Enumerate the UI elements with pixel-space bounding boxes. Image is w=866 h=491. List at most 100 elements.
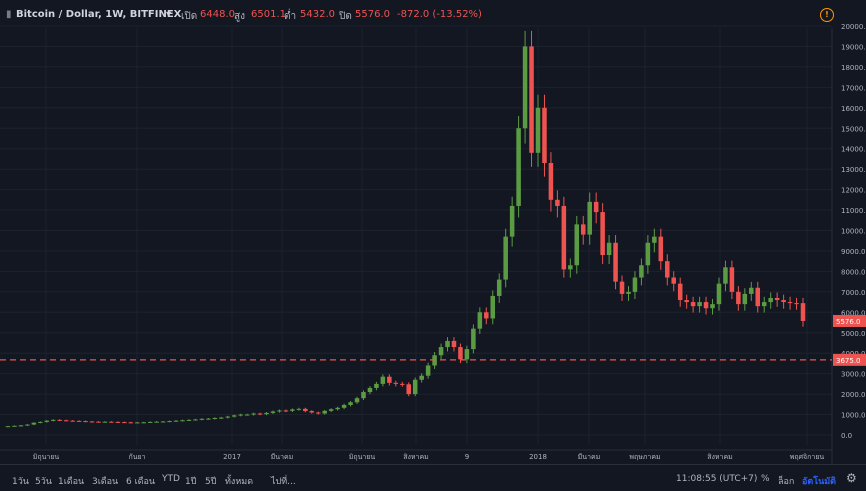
candle-body (38, 421, 43, 423)
candle-body (710, 304, 715, 309)
range-5d-button[interactable]: 5วัน (35, 477, 52, 487)
candle-body (555, 199, 560, 206)
candle-body (257, 413, 263, 415)
candle-body (96, 421, 101, 423)
percent-toggle[interactable]: % (761, 474, 770, 484)
candle-body (18, 425, 24, 427)
candle-body (206, 418, 211, 420)
candle-body (781, 300, 786, 303)
current-price-label: 5576.0 (836, 318, 861, 326)
candle-body (619, 281, 625, 294)
candle-body (277, 410, 282, 412)
x-tick-label: มิถุนายน (349, 453, 376, 461)
y-tick-label: 3000.0 (841, 371, 866, 379)
range-6m-button[interactable]: 6 เดือน (126, 477, 156, 487)
candle-body (303, 408, 308, 412)
candle-body (283, 410, 289, 412)
candle-body (238, 414, 243, 416)
candle-body (522, 46, 528, 129)
candle-body (212, 418, 218, 420)
chart-menu-icon[interactable]: ▮ (6, 9, 12, 20)
range-1d-button[interactable]: 1วัน (12, 477, 29, 487)
candle-body (703, 302, 709, 309)
candle-body (736, 291, 741, 305)
x-tick-label: 2018 (529, 453, 547, 461)
candle-body (645, 242, 651, 266)
candle-body (496, 279, 502, 296)
candle-body (44, 420, 50, 422)
y-tick-label: 1000.0 (841, 412, 866, 420)
open-label: เปิด (181, 11, 198, 22)
candle-body (774, 297, 780, 301)
candle-body (180, 420, 185, 422)
candle-body (5, 426, 11, 428)
candle-body (690, 302, 696, 307)
candle-body (328, 409, 334, 411)
candle-body (742, 293, 748, 305)
range-3m-button[interactable]: 3เดือน (92, 477, 119, 487)
candle-body (380, 376, 386, 384)
bottom-toolbar: 1วัน 5วัน 1เดือน 3เดือน 6 เดือน YTD 1ปี … (0, 464, 866, 491)
candle-body (50, 419, 56, 421)
symbol-dropdown-icon[interactable]: ▾ (166, 9, 172, 20)
candle-body (529, 46, 534, 153)
candle-body (600, 212, 605, 256)
candle-body (749, 287, 754, 294)
warning-icon[interactable]: ! (820, 8, 834, 22)
candle-body (270, 411, 276, 413)
candle-body (167, 421, 172, 423)
range-all-button[interactable]: ทั้งหมด (225, 477, 254, 487)
candle-body (606, 242, 612, 256)
x-tick-label: มีนาคม (271, 453, 294, 461)
settings-gear-icon[interactable]: ⚙ (846, 471, 857, 485)
candle-body (580, 224, 586, 235)
y-tick-label: 7000.0 (841, 289, 866, 297)
x-tick-label: พฤษภาคม (629, 453, 660, 461)
candle-body (548, 163, 554, 200)
candle-body (335, 407, 340, 410)
candle-body (484, 312, 489, 319)
goto-date-button[interactable]: ไปที่... (271, 477, 296, 487)
candle-body (393, 382, 399, 384)
candle-body (251, 413, 256, 415)
log-toggle[interactable]: ล็อก (778, 477, 795, 487)
candle-body (697, 302, 702, 307)
price-chart[interactable]: 0.01000.02000.03000.04000.05000.06000.07… (0, 0, 866, 464)
symbol-title[interactable]: Bitcoin / Dollar, 1W, BITFINEX (16, 9, 182, 20)
x-tick-label: มีนาคม (578, 453, 601, 461)
candle-body (219, 417, 224, 419)
range-5y-button[interactable]: 5ปี (205, 477, 217, 487)
y-tick-label: 9000.0 (841, 248, 866, 256)
y-tick-label: 20000.0 (841, 23, 866, 31)
range-1m-button[interactable]: 1เดือน (58, 477, 85, 487)
candle-body (173, 420, 179, 422)
y-tick-label: 17000.0 (841, 84, 866, 92)
y-tick-label: 5000.0 (841, 330, 866, 338)
candle-body (800, 303, 806, 321)
candle-body (135, 422, 140, 424)
range-1y-button[interactable]: 1ปี (185, 477, 197, 487)
auto-toggle[interactable]: อัตโนมัติ (802, 477, 837, 487)
y-tick-label: 8000.0 (841, 268, 866, 276)
range-ytd-button[interactable]: YTD (162, 474, 180, 484)
candle-body (354, 398, 360, 403)
candle-body (147, 421, 153, 423)
candle-body (225, 416, 231, 418)
y-tick-label: 11000.0 (841, 207, 866, 215)
candle-body (626, 291, 631, 294)
candle-body (264, 412, 269, 415)
candle-body (89, 421, 95, 423)
candle-body (535, 107, 541, 153)
candle-body (70, 420, 75, 422)
y-tick-label: 19000.0 (841, 43, 866, 51)
symbol-header: ▮ Bitcoin / Dollar, 1W, BITFINEX ▾ เปิด … (0, 0, 866, 28)
candle-body (787, 302, 793, 304)
current-price-tag (833, 314, 866, 327)
candle-body (231, 415, 237, 417)
candle-body (593, 201, 599, 213)
x-tick-label: 2017 (223, 453, 241, 461)
clock-time: 11:08:55 (UTC+7) (676, 474, 758, 484)
candle-body (406, 384, 411, 395)
candle-body (729, 267, 735, 292)
